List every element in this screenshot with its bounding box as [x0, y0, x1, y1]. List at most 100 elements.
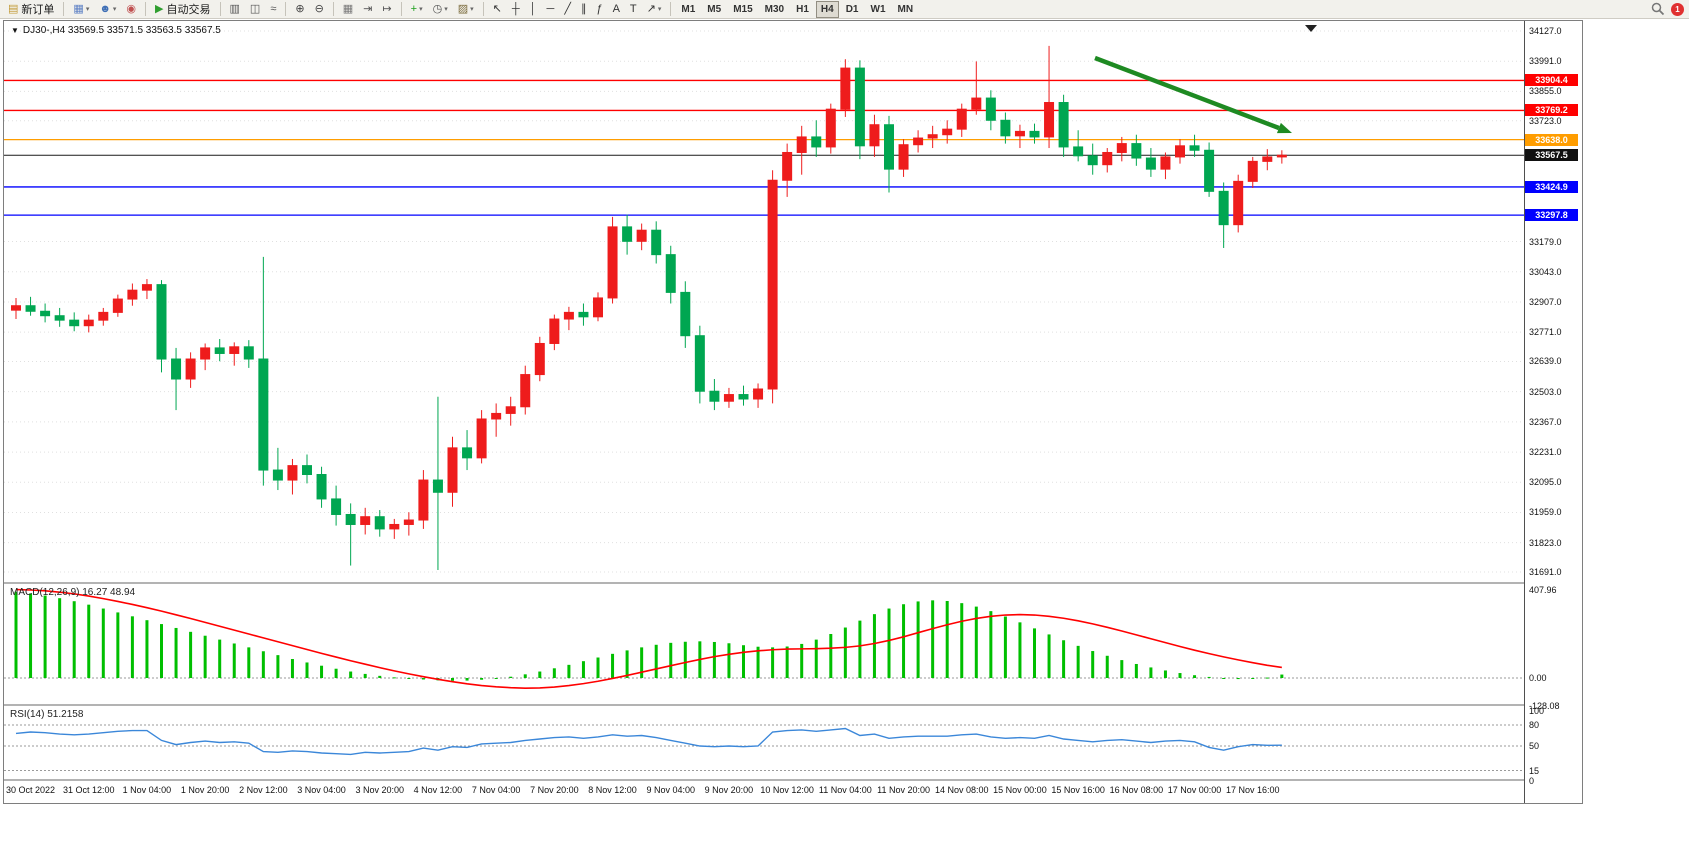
vertical-line-icon: │ [529, 2, 537, 15]
timeframe-d1[interactable]: D1 [845, 3, 859, 15]
chevron-down-icon[interactable]: ▾ [85, 6, 90, 13]
candle-body [258, 358, 269, 471]
vline-button[interactable]: │ [526, 0, 541, 18]
macd-panel[interactable] [4, 584, 1524, 704]
candle-body [1233, 180, 1244, 226]
arrows-button[interactable]: ↗ ▾ [643, 0, 666, 18]
timeframe-h4[interactable]: H4 [815, 0, 839, 18]
macd-histogram-bar [1265, 677, 1269, 679]
candle-body [229, 346, 240, 354]
crosshair-button[interactable]: ┼ [508, 0, 524, 18]
candle-body [272, 469, 283, 481]
time-axis-label: 30 Oct 2022 [6, 785, 56, 795]
macd-histogram-bar [887, 608, 891, 678]
candle-body [520, 374, 531, 408]
macd-histogram-bar [29, 593, 33, 678]
candle-body [796, 136, 807, 153]
text-button[interactable]: A [609, 0, 624, 18]
timeframe-mn[interactable]: MN [897, 3, 914, 15]
toolbar-separator [63, 2, 65, 16]
timeframe-m15[interactable]: M15 [733, 3, 753, 15]
time-axis-label: 1 Nov 04:00 [122, 785, 172, 795]
candle-body [171, 358, 182, 380]
macd-histogram-bar [421, 678, 425, 680]
tile-windows-button[interactable]: ▦ [339, 0, 357, 18]
auto-scroll-icon: ⇥ [363, 2, 373, 15]
candle-body [956, 108, 967, 130]
fibonacci-button[interactable]: ƒ [592, 0, 606, 18]
chart-shift-marker[interactable] [1305, 25, 1317, 32]
candle-body [1204, 149, 1215, 192]
panel-separator[interactable] [4, 704, 1582, 706]
panel-separator[interactable] [4, 582, 1582, 584]
time-axis-label: 17 Nov 16:00 [1225, 785, 1280, 795]
candle-body [345, 513, 356, 525]
main-price-chart[interactable] [4, 21, 1524, 582]
candle-body [1102, 151, 1113, 166]
time-axis[interactable]: 30 Oct 2022 31 Oct 12:00 1 Nov 04:00 1 Nov … [4, 781, 1524, 803]
timeframe-m30[interactable]: M30 [764, 3, 785, 15]
chevron-down-icon[interactable]: ▾ [657, 6, 662, 13]
macd-histogram-bar [509, 676, 513, 678]
chevron-down-icon[interactable]: ▾ [112, 6, 117, 13]
chart-shift-button[interactable]: ↦ [378, 0, 395, 18]
macd-histogram-bar [174, 627, 178, 678]
price-axis-tick: 33991.0 [1529, 56, 1562, 67]
line-chart-button[interactable]: ≈ [266, 0, 280, 18]
new-chart-button[interactable]: ▦ ▾ [69, 0, 93, 18]
current-price-badge: 33567.5 [1525, 149, 1578, 162]
label-button[interactable]: T [626, 0, 641, 18]
chevron-down-icon[interactable]: ▾ [419, 6, 423, 13]
candle-body [898, 144, 909, 170]
macd-histogram-bar [160, 624, 163, 678]
bars-chart-button[interactable]: ▥ [226, 0, 244, 18]
chevron-down-icon[interactable]: ▾ [444, 6, 448, 13]
trendline-button[interactable]: ╱ [560, 0, 575, 18]
profiles-button[interactable]: ☻ ▾ [95, 0, 120, 18]
macd-histogram-bar [261, 651, 265, 678]
timeframe-m1[interactable]: M1 [681, 3, 696, 15]
time-axis-label: 1 Nov 20:00 [180, 785, 230, 795]
zoom-in-button[interactable]: ⊕ [291, 0, 308, 18]
trend-arrow-head[interactable] [1276, 122, 1292, 134]
candle-body [1058, 102, 1069, 148]
hline-button[interactable]: ─ [543, 0, 559, 18]
cursor-button[interactable]: ↖ [489, 0, 506, 18]
candle-body [505, 406, 516, 414]
alerts-button[interactable]: ◉ [122, 0, 140, 18]
macd-histogram-bar [683, 641, 687, 678]
search-icon[interactable] [1651, 2, 1665, 16]
candle-body [127, 289, 138, 300]
price-axis[interactable]: 34127.0 33991.0 33855.0 33723.0 33179.0 33043… [1524, 21, 1582, 803]
candle-body [753, 388, 764, 400]
candle-body [491, 412, 502, 420]
timeframe-w1[interactable]: W1 [870, 3, 886, 15]
new-order-button-label: 新订单 [21, 4, 55, 16]
rsi-panel[interactable] [4, 706, 1524, 779]
indicators-button[interactable]: + ▾ [407, 0, 427, 18]
periods-button[interactable]: ◷ ▾ [429, 0, 452, 18]
autotrading-button[interactable]: ▶ 自动交易 [151, 0, 214, 18]
candle-body [40, 310, 51, 317]
auto-scroll-button[interactable]: ⇥ [359, 0, 376, 18]
candle-body [83, 319, 94, 327]
notification-badge[interactable]: 1 [1671, 2, 1684, 16]
new-order-button[interactable]: ▤ 新订单 [4, 0, 58, 18]
price-axis-tick: 33179.0 [1529, 236, 1562, 247]
candles-chart-button[interactable]: ◫ [246, 0, 264, 18]
macd-indicator-label: MACD(12,26,9) 16.27 48.94 [10, 587, 136, 598]
collapse-triangle-icon[interactable]: ▼ [11, 26, 19, 35]
macd-histogram-bar [1047, 634, 1051, 678]
main-toolbar: ▤ 新订单 ▦ ▾ ☻ ▾ ◉ ▶ 自动交易 ▥ ◫ ≈ ⊕ ⊖ ▦ ⇥ ↦ + ▾ ◷ ▾ ▨ ▾ ↖ ┼ │ ─ ╱ ∥ ƒ A T ↗ ▾ M… [0, 0, 1689, 19]
candle-body [534, 342, 545, 376]
candle-body [723, 394, 734, 402]
chevron-down-icon[interactable]: ▾ [470, 6, 474, 13]
templates-button[interactable]: ▨ ▾ [454, 0, 478, 18]
candle-body [141, 284, 152, 291]
trend-arrow-annotation[interactable] [1094, 55, 1280, 131]
zoom-out-button[interactable]: ⊖ [311, 0, 328, 18]
timeframe-m5[interactable]: M5 [707, 3, 722, 15]
timeframe-h1[interactable]: H1 [796, 3, 809, 15]
candle-body [403, 519, 414, 525]
channel-button[interactable]: ∥ [577, 0, 591, 18]
